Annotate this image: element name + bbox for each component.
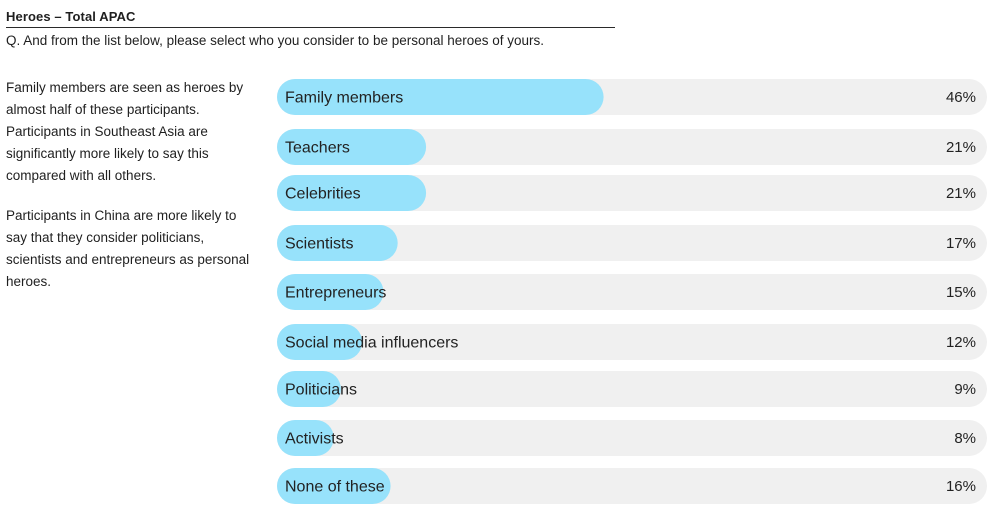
bar-category-label: Social media influencers [285,335,458,352]
bar-category-label: Entrepreneurs [285,285,386,302]
bar-track [277,420,987,456]
title-divider [6,27,615,28]
narrative-panel: Family members are seen as heroes by alm… [6,77,258,311]
bar-row: Family members 46% [277,79,987,115]
bar [277,324,363,360]
bar [277,274,384,310]
narrative-paragraph-1: Family members are seen as heroes by alm… [6,80,244,183]
bar-track [277,371,987,407]
bar-track [277,468,987,504]
bar [277,225,398,261]
bar-category-label: Politicians [285,382,357,399]
bar-category-label: Celebrities [285,186,361,203]
bar-category-label: Teachers [285,140,350,157]
narrative-paragraph-2: Participants in China are more likely to… [6,208,250,289]
bar-row: Teachers 21% [277,129,987,165]
bar-row: Activists 8% [277,420,987,456]
bar [277,371,341,407]
bar-category-label: None of these [285,479,385,496]
bar-value-label: 8% [954,430,976,447]
bar-category-label: Activists [285,431,344,448]
bar-track [277,129,987,165]
bar-row: Politicians 9% [277,371,987,407]
bar-value-label: 46% [946,89,976,106]
bar-track [277,225,987,261]
bar-value-label: 21% [946,139,976,156]
bar-row: None of these 16% [277,468,987,504]
bar [277,79,604,115]
bar-value-label: 21% [946,185,976,202]
bar-value-label: 17% [946,235,976,252]
bar-row: Entrepreneurs 15% [277,274,987,310]
bar [277,175,427,211]
bar [277,129,427,165]
bar-category-label: Family members [285,90,403,107]
bar-value-label: 9% [954,381,976,398]
bar [277,468,391,504]
bar-track [277,324,987,360]
survey-question: Q. And from the list below, please selec… [6,33,545,48]
chart-title: Heroes – Total APAC [6,9,136,24]
bar [277,420,334,456]
bar-value-label: 16% [946,478,976,495]
bar-category-label: Scientists [285,236,353,253]
bar-row: Social media influencers 12% [277,324,987,360]
bar-track [277,175,987,211]
bar-track [277,274,987,310]
bar-row: Celebrities 21% [277,175,987,211]
bar-value-label: 12% [946,334,976,351]
bar-row: Scientists 17% [277,225,987,261]
bar-value-label: 15% [946,284,976,301]
